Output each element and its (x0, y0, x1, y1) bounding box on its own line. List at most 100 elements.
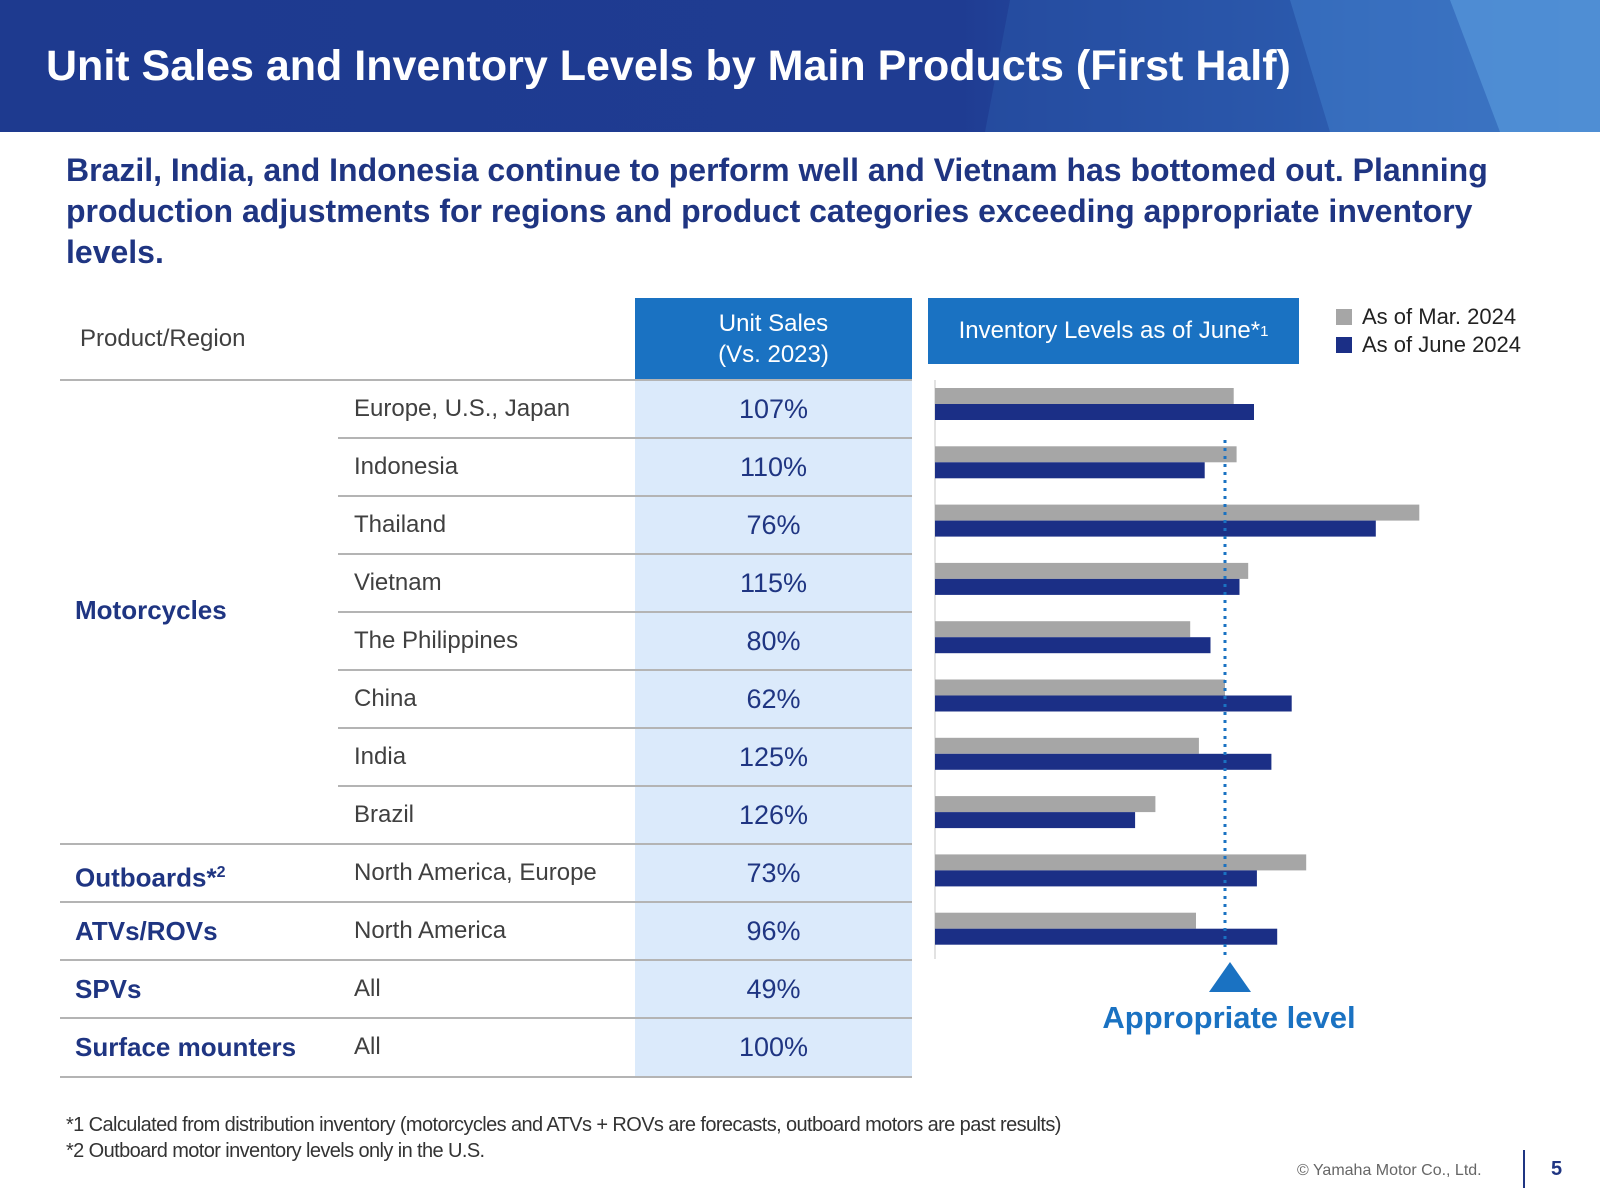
bar-june-2024-5 (935, 695, 1292, 712)
region-label: North America (354, 917, 507, 944)
table-divider (60, 843, 912, 845)
unit-sales-value: 110% (739, 452, 808, 482)
unit-sales-header-line1: Unit Sales (718, 310, 829, 337)
region-label: Europe, U.S., Japan (354, 395, 571, 422)
bar-june-2024-1 (935, 462, 1205, 479)
subtitle: Brazil, India, and Indonesia continue to… (66, 152, 1488, 270)
legend-item: As of Mar. 2024 (1336, 303, 1521, 331)
table-divider (338, 495, 912, 497)
copyright: © Yamaha Motor Co., Ltd. (1297, 1162, 1482, 1179)
table-row: Outboards*2 North America, Europe 73% (0, 844, 912, 902)
bar-june-2024-8 (935, 870, 1257, 887)
region-label: Thailand (354, 511, 447, 538)
bar-mar-2024-5 (935, 679, 1225, 696)
page-title: Unit Sales and Inventory Levels by Main … (46, 42, 1291, 90)
unit-sales-value: 73% (746, 858, 801, 888)
bar-mar-2024-1 (935, 446, 1237, 463)
bar-mar-2024-0 (935, 388, 1234, 404)
region-label: Brazil (354, 801, 415, 828)
category-label: ATVs/ROVs (75, 916, 218, 946)
inventory-header-text: Inventory Levels as of June* (958, 317, 1261, 344)
table-divider (338, 785, 912, 787)
legend-item: As of June 2024 (1336, 331, 1521, 359)
table-row: Indonesia 110% (0, 438, 912, 496)
bar-mar-2024-2 (935, 504, 1420, 521)
category-note: 2 (216, 864, 226, 881)
region-label: Vietnam (354, 569, 442, 596)
table-divider (338, 727, 912, 729)
legend-label: As of June 2024 (1362, 332, 1522, 357)
bar-mar-2024-7 (935, 796, 1156, 813)
table-row: Europe, U.S., Japan 107% (0, 380, 912, 438)
unit-sales-value: 96% (746, 916, 801, 946)
unit-sales-value: 76% (746, 510, 801, 540)
table-divider (60, 1017, 912, 1019)
region-label: All (354, 975, 381, 1002)
table-divider (338, 437, 912, 439)
unit-sales-value: 100% (738, 1032, 809, 1062)
table-row: Vietnam 115% (0, 554, 912, 612)
category-text: Outboards* (75, 862, 217, 893)
bar-mar-2024-8 (935, 854, 1307, 871)
bar-mar-2024-4 (935, 621, 1191, 638)
inventory-header-note: 1 (1260, 322, 1269, 340)
table-row: ATVs/ROVs North America 96% (0, 902, 912, 960)
region-label: North America, Europe (354, 859, 597, 886)
bar-june-2024-0 (935, 404, 1254, 420)
bar-mar-2024-9 (935, 912, 1196, 929)
region-label: China (354, 685, 417, 712)
chart-legend: As of Mar. 2024 As of June 2024 (1336, 303, 1521, 359)
unit-sales-value: 49% (746, 974, 801, 1004)
bar-june-2024-6 (935, 753, 1272, 770)
unit-sales-header: Unit Sales (Vs. 2023) (635, 298, 912, 380)
region-label: India (354, 743, 407, 770)
bar-june-2024-2 (935, 520, 1376, 537)
header-decoration (985, 0, 1600, 132)
table-divider (338, 553, 912, 555)
inventory-header: Inventory Levels as of June* 1 (928, 298, 1299, 364)
table-divider (338, 611, 912, 613)
category-label: SPVs (75, 974, 142, 1004)
footer-divider (1523, 1150, 1525, 1188)
bar-mar-2024-6 (935, 737, 1199, 754)
table-divider (60, 901, 912, 903)
legend-swatch-june (1336, 337, 1352, 353)
footnote-2: *2 Outboard motor inventory levels only … (66, 1140, 485, 1162)
table-row: Thailand 76% (0, 496, 912, 554)
bar-june-2024-9 (935, 928, 1278, 945)
footnote-1: *1 Calculated from distribution inventor… (66, 1114, 1061, 1136)
bar-june-2024-4 (935, 637, 1211, 654)
unit-sales-value: 62% (746, 684, 801, 714)
bar-june-2024-7 (935, 812, 1136, 829)
appropriate-level-marker-icon (1209, 962, 1251, 992)
table-row: Surface mounters All 100% (0, 1018, 912, 1076)
unit-sales-value: 115% (739, 568, 808, 598)
header-banner: Unit Sales and Inventory Levels by Main … (0, 0, 1600, 132)
table-row: China 62% (0, 670, 912, 728)
table-divider (60, 959, 912, 961)
unit-sales-value: 126% (738, 800, 809, 830)
table-row: SPVs All 49% (0, 960, 912, 1018)
table-divider (60, 1076, 912, 1078)
region-label: Indonesia (354, 453, 459, 480)
region-label: All (354, 1033, 381, 1060)
table-row: The Philippines 80% (0, 612, 912, 670)
product-region-header: Product/Region (80, 325, 246, 352)
bar-june-2024-3 (935, 578, 1240, 595)
unit-sales-header-line2: (Vs. 2023) (718, 341, 829, 368)
unit-sales-value: 107% (738, 394, 809, 424)
unit-sales-value: 125% (738, 742, 809, 772)
unit-sales-value: 80% (746, 626, 801, 656)
table-divider (60, 379, 912, 381)
legend-swatch-mar (1336, 309, 1352, 325)
table-row: India 125% (0, 728, 912, 786)
table-divider (338, 669, 912, 671)
bar-mar-2024-3 (935, 562, 1249, 579)
category-label: Surface mounters (75, 1032, 297, 1062)
category-motorcycles: Motorcycles (75, 595, 227, 625)
region-label: The Philippines (354, 627, 519, 654)
category-label: Outboards*2 (75, 844, 225, 902)
legend-label: As of Mar. 2024 (1362, 304, 1517, 329)
table-row: Brazil 126% (0, 786, 912, 844)
page-number: 5 (1551, 1158, 1563, 1180)
